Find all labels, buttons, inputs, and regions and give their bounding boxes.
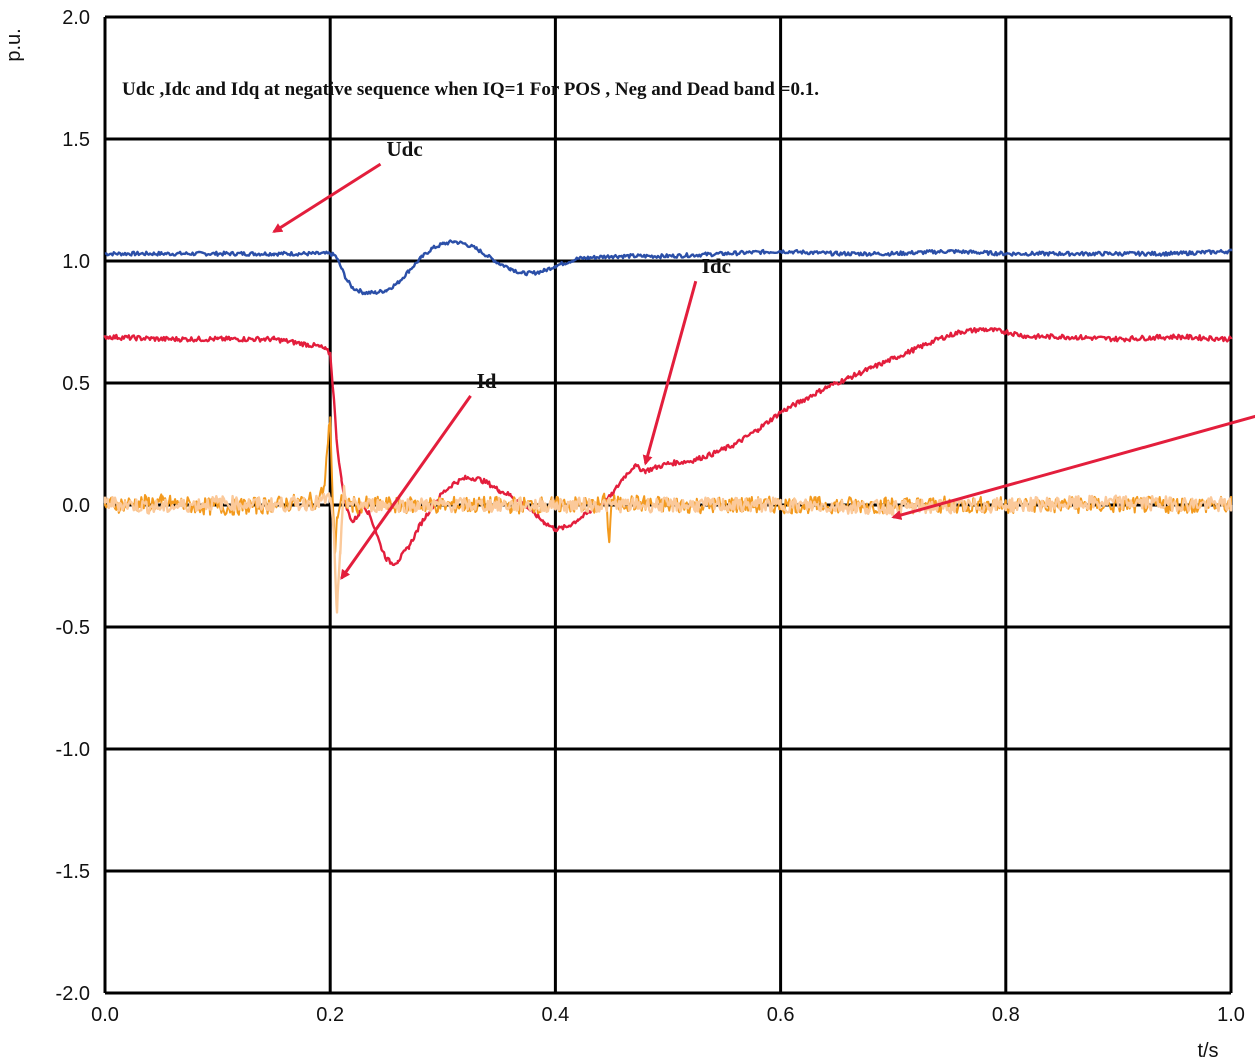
series-group	[103, 239, 1233, 614]
series-line-idc	[103, 327, 1233, 567]
x-tick-label: 0.6	[767, 1004, 795, 1026]
y-tick-label: -1.0	[56, 739, 90, 761]
x-tick-label: 0.8	[992, 1004, 1020, 1026]
y-tick-label: 1.5	[62, 129, 90, 151]
y-tick-label: -0.5	[56, 617, 90, 639]
annotation-arrow-iq	[891, 414, 1255, 520]
annotation-label-id: Id	[477, 369, 497, 393]
x-axis-unit: t/s	[1197, 1040, 1218, 1062]
y-tick-label: 1.0	[62, 251, 90, 273]
annotation-arrow-udc	[272, 162, 382, 233]
annotation-arrow-idc	[642, 280, 698, 466]
series-line-udc	[104, 239, 1233, 296]
x-tick-label: 0.2	[316, 1004, 344, 1026]
chart-title: Udc ,Idc and Idq at negative sequence wh…	[122, 79, 819, 100]
annotation-arrow-id	[340, 395, 472, 580]
annotation-label-idc: Idc	[702, 254, 731, 278]
x-tick-label: 0.0	[91, 1004, 119, 1026]
series-line-iq	[103, 484, 1233, 614]
annotations: UdcIdcIdIq	[272, 137, 1255, 580]
tick-labels: 2.01.51.00.50.0-0.5-1.0-1.5-2.00.0 0.2 0.4…	[56, 7, 1245, 1026]
y-tick-label: -1.5	[56, 861, 90, 883]
x-tick-label: 1.0	[1217, 1004, 1245, 1026]
x-tick-label: 0.4	[541, 1004, 569, 1026]
y-axis-unit: p.u.	[3, 28, 25, 61]
annotation-label-udc: Udc	[387, 137, 423, 161]
y-tick-label: 2.0	[62, 7, 90, 29]
y-tick-label: 0.0	[62, 495, 90, 517]
y-tick-label: 0.5	[62, 373, 90, 395]
y-tick-label: -2.0	[56, 983, 90, 1005]
